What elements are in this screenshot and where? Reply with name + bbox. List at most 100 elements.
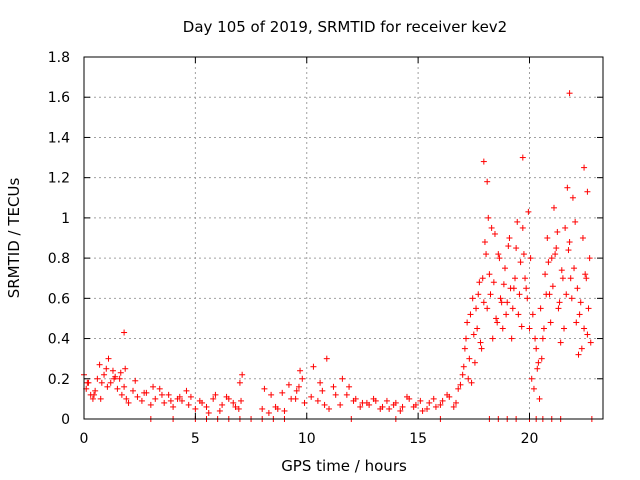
data-point	[379, 403, 386, 410]
data-point	[239, 371, 246, 378]
data-point	[167, 397, 174, 404]
data-point	[223, 393, 230, 400]
data-point	[91, 391, 98, 398]
data-point	[94, 375, 101, 382]
data-point	[493, 315, 500, 322]
data-point	[84, 379, 91, 386]
data-point	[319, 387, 326, 394]
data-point	[561, 325, 568, 332]
grid-lines	[84, 57, 603, 419]
data-point	[130, 387, 137, 394]
data-point	[484, 305, 491, 312]
data-point	[584, 188, 591, 195]
data-point	[553, 245, 560, 252]
data-point	[321, 401, 328, 408]
data-point	[268, 391, 275, 398]
data-point	[417, 397, 424, 404]
data-point	[540, 325, 547, 332]
data-point	[569, 194, 576, 201]
data-point	[486, 271, 493, 278]
data-point	[461, 345, 468, 352]
data-point	[483, 251, 490, 258]
data-point	[176, 393, 183, 400]
data-point	[504, 299, 511, 306]
data-point	[555, 305, 562, 312]
data-point	[132, 377, 139, 384]
data-point	[581, 325, 588, 332]
data-point	[464, 319, 471, 326]
data-point	[582, 271, 589, 278]
data-point	[397, 407, 404, 414]
data-point	[474, 325, 481, 332]
data-point	[548, 255, 555, 262]
data-point	[550, 204, 557, 211]
data-point	[103, 365, 110, 372]
data-point	[339, 375, 346, 382]
data-point	[238, 397, 245, 404]
data-point	[463, 335, 470, 342]
data-point	[583, 275, 590, 282]
data-point	[170, 403, 177, 410]
data-point	[383, 397, 390, 404]
data-point	[141, 389, 148, 396]
data-point	[230, 399, 237, 406]
data-point	[526, 325, 533, 332]
data-point	[235, 405, 242, 412]
data-point	[212, 391, 219, 398]
data-point	[488, 224, 495, 231]
data-point	[533, 345, 540, 352]
data-point	[571, 265, 578, 272]
data-point	[114, 385, 121, 392]
data-point	[480, 299, 487, 306]
data-point	[156, 385, 163, 392]
data-point	[572, 218, 579, 225]
data-point	[121, 383, 128, 390]
data-point	[509, 305, 516, 312]
data-point	[477, 339, 484, 346]
data-point	[557, 339, 564, 346]
data-point	[532, 335, 539, 342]
data-point	[424, 405, 431, 412]
data-point	[288, 395, 295, 402]
data-point	[547, 319, 554, 326]
data-point	[585, 305, 592, 312]
data-point	[101, 371, 108, 378]
data-point	[285, 381, 292, 388]
data-point	[480, 158, 487, 165]
data-point	[556, 299, 563, 306]
data-point	[152, 395, 159, 402]
data-point	[386, 405, 393, 412]
data-point	[179, 397, 186, 404]
axes: 0 5 10 15 20 0 0.2 0.4 0.6 0.8 1 1.2 1.4 1.6 1.8	[48, 50, 603, 447]
data-point	[165, 391, 172, 398]
data-point	[538, 355, 545, 362]
data-point	[586, 255, 593, 262]
y-tick-label: 1.8	[48, 50, 70, 66]
data-point	[326, 405, 333, 412]
data-point	[192, 405, 199, 412]
data-point	[89, 395, 96, 402]
data-point	[505, 243, 512, 250]
data-point	[205, 409, 212, 416]
data-point	[542, 271, 549, 278]
data-point	[150, 383, 157, 390]
data-point	[236, 379, 243, 386]
data-point	[549, 283, 556, 290]
data-point	[92, 387, 99, 394]
data-point	[97, 395, 104, 402]
data-point	[281, 407, 288, 414]
data-point	[147, 401, 154, 408]
data-point	[539, 335, 546, 342]
plot-frame	[83, 56, 604, 420]
data-point	[117, 369, 124, 376]
data-point	[562, 224, 569, 231]
data-point	[406, 395, 413, 402]
data-point	[517, 259, 524, 266]
data-point	[528, 375, 535, 382]
data-point	[475, 291, 482, 298]
data-point	[158, 391, 165, 398]
data-point	[432, 403, 439, 410]
x-tick-label: 20	[521, 431, 539, 447]
data-point	[501, 265, 508, 272]
data-point	[530, 385, 537, 392]
